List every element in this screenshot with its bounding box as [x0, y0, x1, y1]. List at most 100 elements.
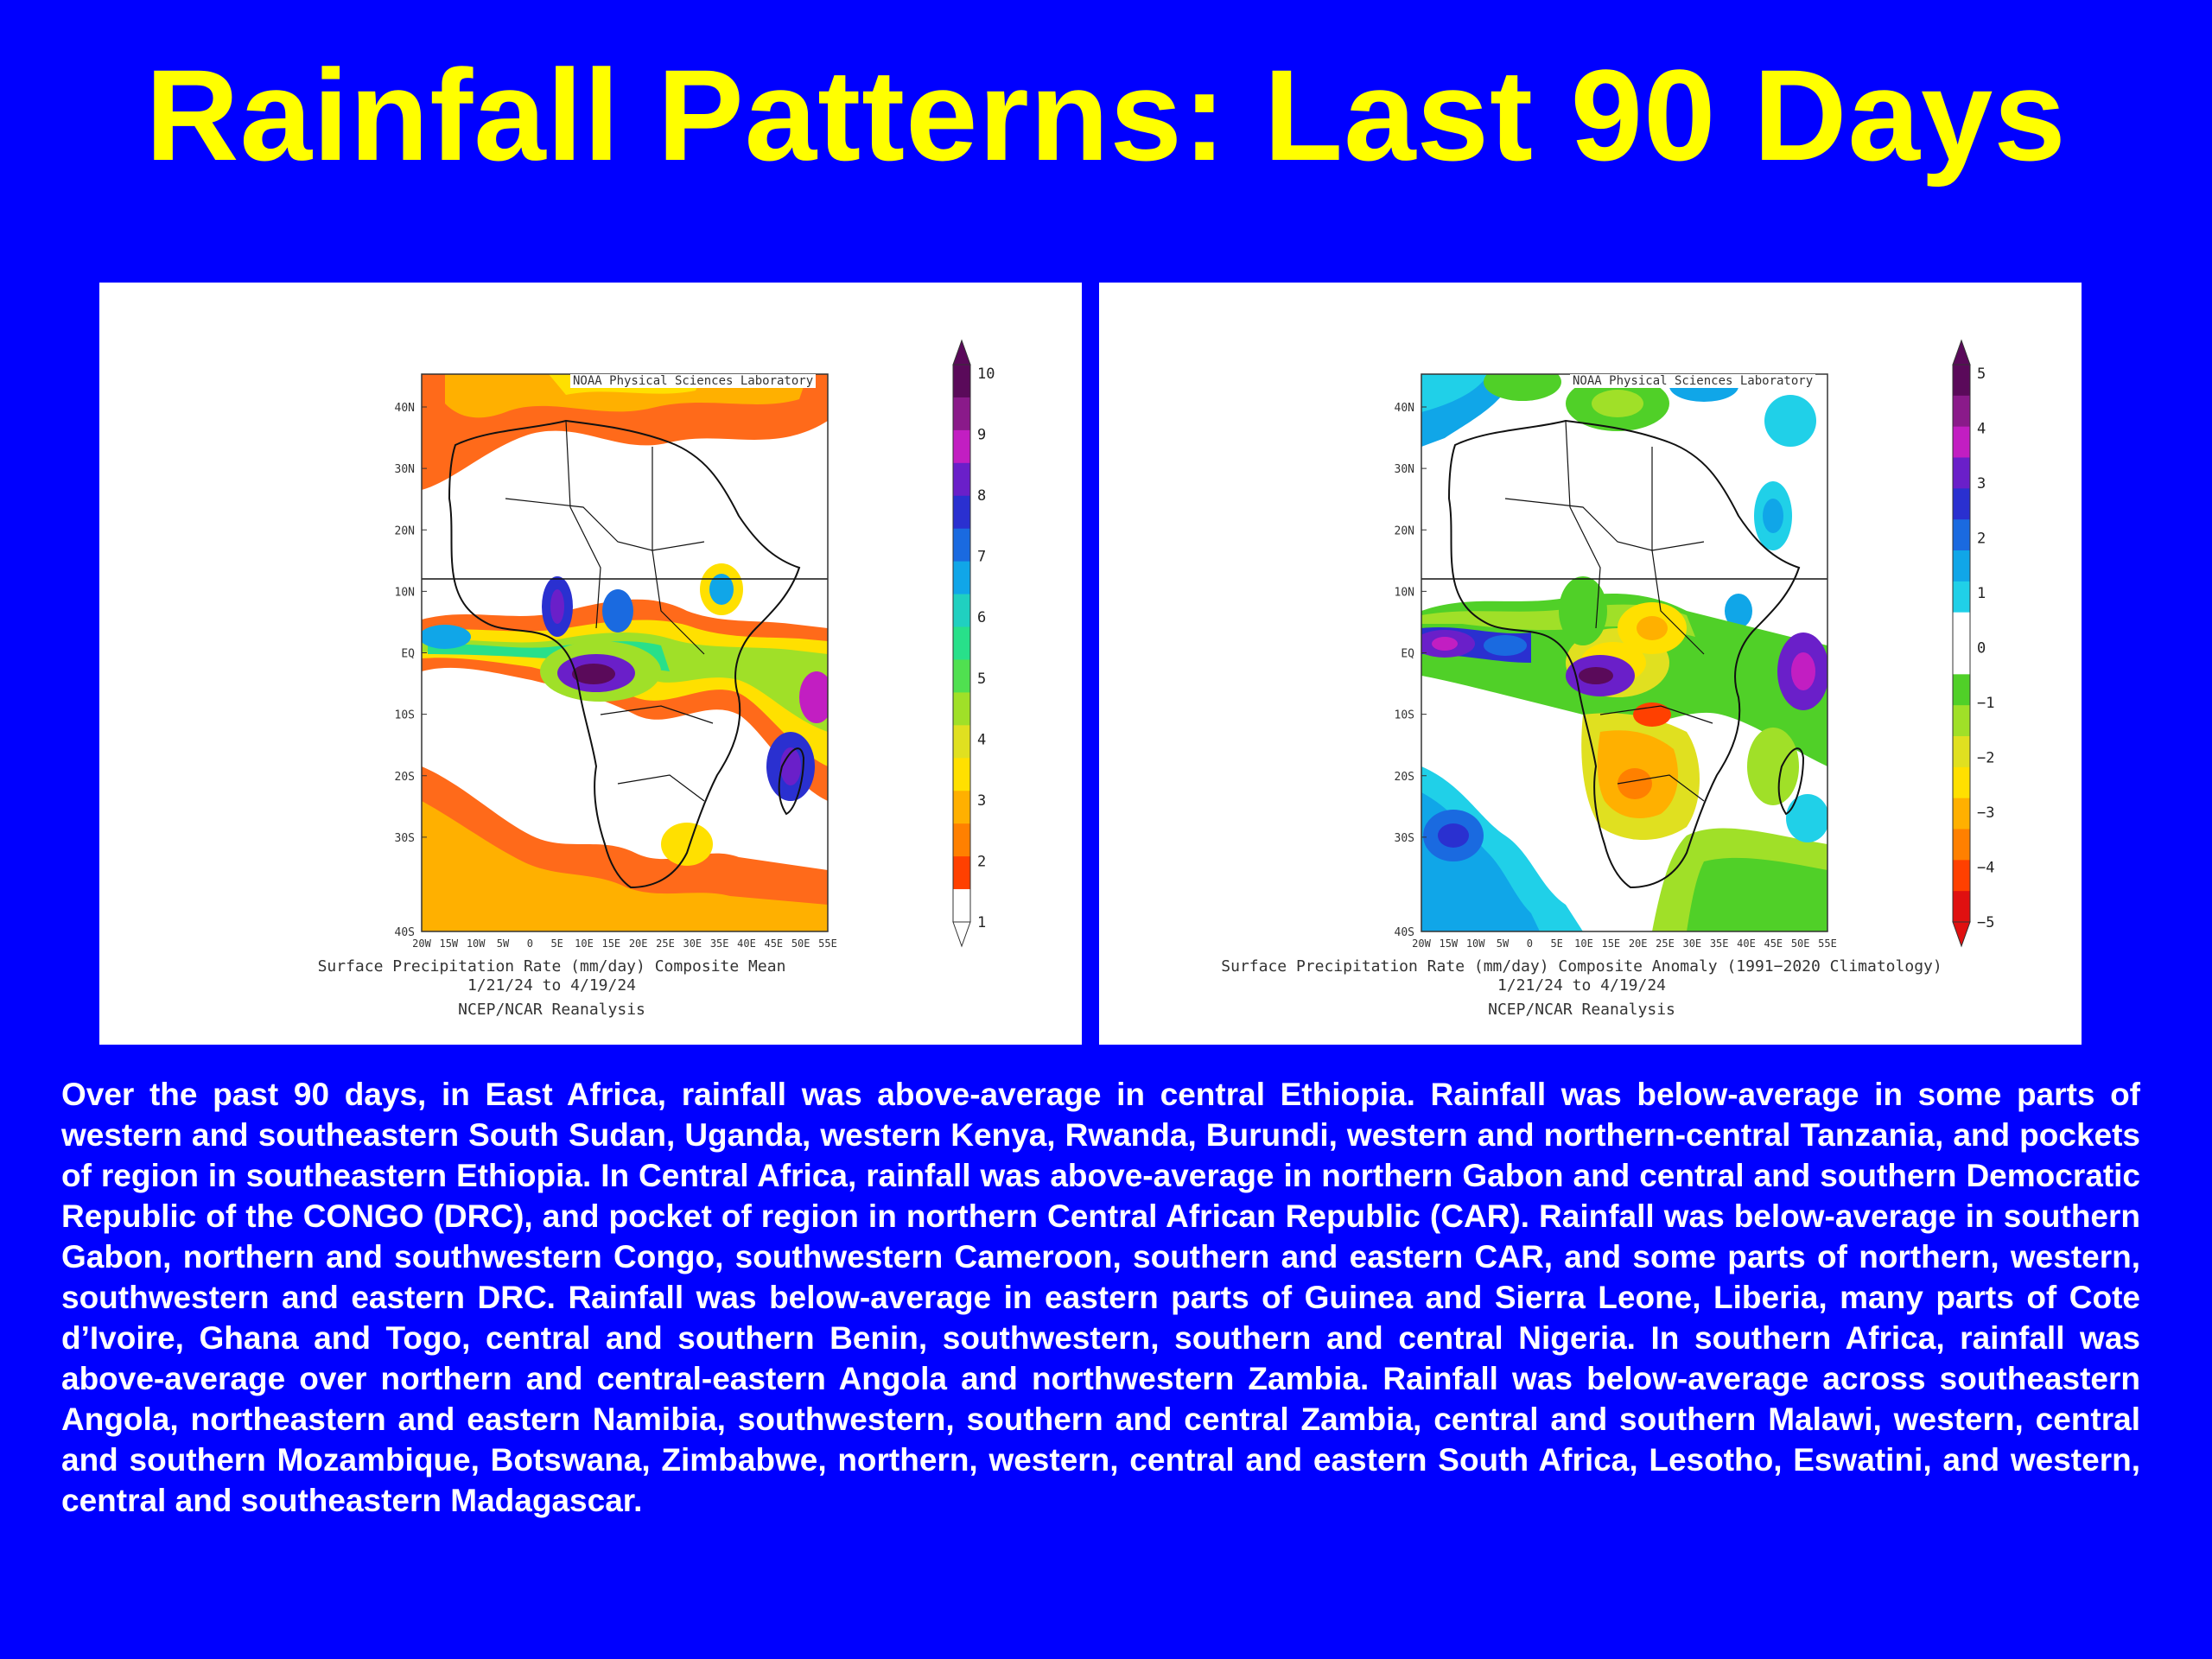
lon-tick-label: 15E — [601, 938, 620, 950]
colorbar-segment — [953, 889, 970, 923]
colorbar-segment — [953, 561, 970, 595]
colorbar-segment — [1953, 643, 1970, 675]
colorbar-segment — [953, 365, 970, 398]
colorbar-segment — [1953, 674, 1970, 706]
colorbar-tick-label: 2 — [977, 853, 986, 870]
colorbar-tick-label: 7 — [977, 549, 986, 566]
colorbar-segment — [953, 495, 970, 530]
colorbar-tick-label: 0 — [1977, 640, 1986, 658]
colorbar-segment — [953, 725, 970, 759]
colorbar-segment — [1953, 612, 1970, 644]
lon-tick-label: 15W — [1439, 938, 1458, 950]
colorbar-bottom-arrow — [952, 921, 971, 948]
precip-anomaly-map-panel: 40N 30N 20N 10N EQ 10S 20S 30S 40S 20W 15W 10W 5W 0 5… — [1099, 283, 2082, 1045]
lon-tick-label: 20W — [412, 938, 431, 950]
lat-tick-label: 10N — [1395, 586, 1414, 599]
lon-tick-label: 5E — [1550, 938, 1562, 950]
lon-tick-label: 20E — [1629, 938, 1648, 950]
lat-tick-label: 40N — [395, 402, 415, 415]
colorbar-tick-label: 3 — [977, 792, 986, 810]
lon-tick-labels: 20W 15W 10W 5W 0 5E 10E 15E 20E 25E 30E 35E 40E 45E 50… — [412, 938, 837, 950]
colorbar-segment — [1953, 891, 1970, 923]
colorbar-frame — [1952, 364, 1971, 923]
colorbar-tick-label: −1 — [1977, 695, 1994, 712]
colorbar-tick-label: 4 — [977, 731, 986, 748]
colorbar-tick-label: 4 — [1977, 421, 1986, 438]
lat-tick-label: 30N — [395, 463, 415, 476]
map-date-range: 1/21/24 to 4/19/24 — [467, 976, 637, 995]
colorbar-tick-label: 8 — [977, 487, 986, 505]
lon-tick-label: 50E — [791, 938, 810, 950]
colorbar-tick-label: 5 — [977, 671, 986, 688]
colorbar-segment — [1953, 736, 1970, 768]
lon-tick-label: 50E — [1791, 938, 1810, 950]
lon-tick-label: 10W — [467, 938, 486, 950]
colorbar-segment — [953, 692, 970, 726]
lat-tick-label: 40N — [1395, 402, 1414, 415]
lon-tick-label: 15E — [1601, 938, 1620, 950]
lat-tick-label: 30S — [1395, 832, 1414, 845]
colorbar-segment — [953, 462, 970, 497]
colorbar-segment — [1953, 488, 1970, 520]
map-credit: NOAA Physical Sciences Laboratory — [570, 374, 817, 388]
lat-tick-labels: 40N 30N 20N 10N EQ 10S 20S 30S 40S — [1395, 402, 1427, 939]
lon-tick-label: 40E — [1737, 938, 1756, 950]
colorbar-tick-label: 5 — [1977, 365, 1986, 383]
colorbar-segment — [953, 758, 970, 791]
colorbar: 10 9 8 7 6 5 4 3 2 1 — [952, 339, 995, 948]
colorbar-segment — [1953, 581, 1970, 613]
lon-tick-label: 10E — [1574, 938, 1593, 950]
lon-tick-label: 20W — [1412, 938, 1431, 950]
colorbar-tick-label: 2 — [1977, 531, 1986, 548]
lat-tick-label: 40S — [395, 926, 415, 939]
lon-tick-label: 55E — [1818, 938, 1837, 950]
lon-tick-label: 5W — [497, 938, 510, 950]
colorbar-tick-label: −2 — [1977, 750, 1994, 767]
summary-text: Over the past 90 days, in East Africa, r… — [61, 1077, 2140, 1518]
colorbar-segment — [1953, 426, 1970, 458]
lon-tick-label: 45E — [1764, 938, 1783, 950]
colorbar-segment — [1953, 860, 1970, 892]
colorbar-segment — [953, 791, 970, 824]
colorbar-top-arrow — [952, 339, 971, 365]
lon-tick-label: 0 — [527, 938, 533, 950]
map-date-range: 1/21/24 to 4/19/24 — [1497, 976, 1667, 995]
lat-tick-label: 10S — [1395, 709, 1414, 722]
colorbar-segment — [953, 528, 970, 563]
precip-mean-map: 40N 30N 20N 10N EQ 10S 20S 30S 40S 20W 15W 10W 5W 0 5… — [395, 339, 995, 950]
colorbar-segment — [1953, 829, 1970, 861]
colorbar-segment — [953, 823, 970, 857]
colorbar-tick-label: −5 — [1977, 914, 1994, 931]
lon-tick-label: 40E — [737, 938, 756, 950]
colorbar-bottom-arrow — [1952, 921, 1971, 948]
lon-tick-label: 10W — [1466, 938, 1485, 950]
colorbar-tick-label: 1 — [1977, 585, 1986, 602]
lat-tick-label: 40S — [1395, 926, 1414, 939]
lat-tick-label: 20S — [395, 771, 415, 784]
lon-tick-label: 5W — [1497, 938, 1510, 950]
colorbar-segment — [953, 626, 970, 660]
lat-tick-label: EQ — [401, 648, 415, 661]
lat-tick-label: 30S — [395, 832, 415, 845]
colorbar-segment — [1953, 395, 1970, 428]
lon-tick-label: 25E — [656, 938, 675, 950]
map-source: NCEP/NCAR Reanalysis — [458, 1001, 645, 1019]
lon-tick-label: 30E — [683, 938, 702, 950]
lat-tick-label: 20N — [395, 524, 415, 537]
lon-tick-label: 55E — [818, 938, 837, 950]
colorbar: 5 4 3 2 1 0 −1 −2 −3 −4 −5 — [1952, 339, 1994, 948]
lon-tick-label: 35E — [1710, 938, 1729, 950]
lon-tick-label: 30E — [1682, 938, 1701, 950]
colorbar-segment — [1953, 766, 1970, 799]
colorbar-segment — [1953, 519, 1970, 551]
lon-tick-labels: 20W 15W 10W 5W 0 5E 10E 15E 20E 25E 30E 35E 40E 45E 50… — [1412, 938, 1837, 950]
colorbar-segment — [953, 659, 970, 693]
colorbar-segment — [953, 594, 970, 628]
lon-tick-label: 15W — [439, 938, 458, 950]
slide-title: Rainfall Patterns: Last 90 Days — [145, 42, 2067, 188]
colorbar-tick-label: 3 — [1977, 475, 1986, 493]
lat-tick-label: EQ — [1401, 648, 1414, 661]
colorbar-frame — [952, 364, 971, 923]
colorbar-segment — [1953, 457, 1970, 489]
lat-tick-labels: 40N 30N 20N 10N EQ 10S 20S 30S 40S — [395, 402, 427, 939]
